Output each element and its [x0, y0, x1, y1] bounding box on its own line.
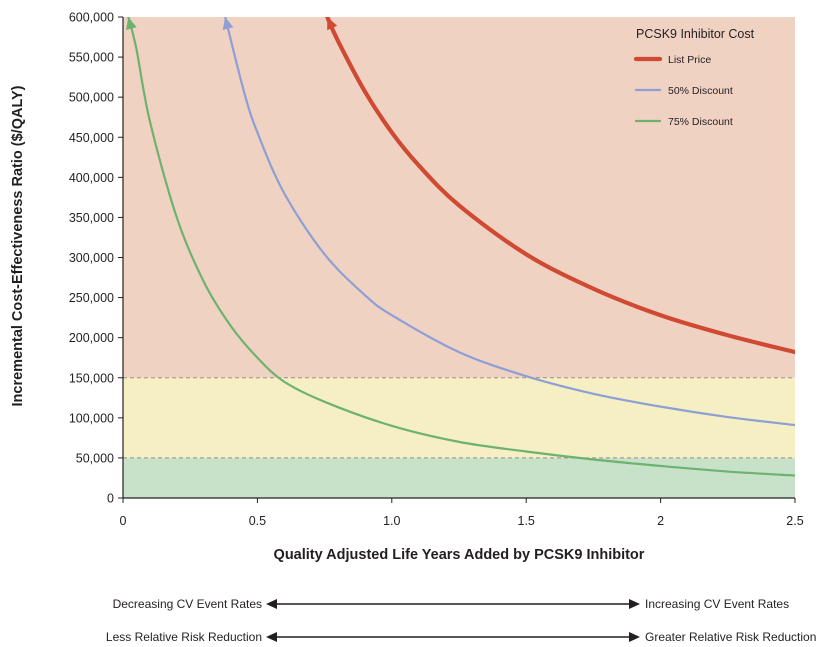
arrowhead-right-icon [629, 599, 640, 609]
footer-left-label: Less Relative Risk Reduction [106, 630, 262, 644]
arrowhead-left-icon [266, 632, 277, 642]
y-tick-label: 100,000 [69, 411, 114, 425]
y-tick-label: 250,000 [69, 291, 114, 305]
footer-right-label: Greater Relative Risk Reduction [645, 630, 816, 644]
band-rect [123, 378, 795, 458]
band-rect [123, 458, 795, 498]
x-tick-label: 2.5 [786, 514, 803, 528]
arrowhead-left-icon [266, 599, 277, 609]
y-tick-label: 550,000 [69, 51, 114, 65]
y-tick-label: 300,000 [69, 251, 114, 265]
x-tick-label: 1.5 [518, 514, 535, 528]
y-axis-title: Incremental Cost-Effectiveness Ratio ($/… [10, 85, 26, 406]
y-tick-label: 450,000 [69, 131, 114, 145]
legend-label: 75% Discount [668, 116, 733, 128]
legend-title: PCSK9 Inhibitor Cost [636, 27, 755, 41]
footer-arrow-row: Less Relative Risk Reduction Greater Rel… [106, 630, 816, 644]
footer-arrows: Decreasing CV Event Rates Increasing CV … [106, 597, 816, 644]
arrowhead-right-icon [629, 632, 640, 642]
y-tick-label: 200,000 [69, 331, 114, 345]
y-tick-label: 0 [107, 492, 114, 506]
legend-label: List Price [668, 54, 711, 66]
x-tick-label: 0.5 [249, 514, 266, 528]
x-tick-label: 2 [657, 514, 664, 528]
footer-arrow-row: Decreasing CV Event Rates Increasing CV … [113, 597, 789, 611]
legend-label: 50% Discount [668, 85, 733, 97]
y-tick-label: 500,000 [69, 91, 114, 105]
y-tick-label: 400,000 [69, 171, 114, 185]
x-tick-label: 0 [120, 514, 127, 528]
y-tick-label: 600,000 [69, 11, 114, 25]
y-tick-label: 50,000 [76, 451, 114, 465]
y-tick-label: 150,000 [69, 371, 114, 385]
footer-right-label: Increasing CV Event Rates [645, 597, 789, 611]
footer-left-label: Decreasing CV Event Rates [113, 597, 262, 611]
x-axis-title: Quality Adjusted Life Years Added by PCS… [274, 547, 645, 563]
y-tick-label: 350,000 [69, 211, 114, 225]
x-tick-label: 1.0 [383, 514, 400, 528]
